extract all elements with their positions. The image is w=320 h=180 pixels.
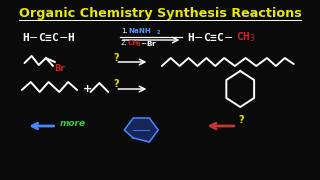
Text: 2: 2 <box>156 30 160 35</box>
Text: 1.: 1. <box>121 28 128 34</box>
Polygon shape <box>124 118 158 142</box>
Text: Organic Chemistry Synthesis Reactions: Organic Chemistry Synthesis Reactions <box>19 7 301 20</box>
Text: H$-$C≡C$-$H: H$-$C≡C$-$H <box>22 31 75 43</box>
Text: CH: CH <box>128 40 139 46</box>
Text: ?: ? <box>114 53 119 63</box>
Text: $-$Br: $-$Br <box>140 39 158 48</box>
Text: 2.: 2. <box>121 40 127 46</box>
Text: NaNH: NaNH <box>128 28 151 34</box>
Text: 3: 3 <box>137 42 140 47</box>
Text: ?: ? <box>114 79 119 89</box>
Text: ?: ? <box>238 115 244 125</box>
Text: +: + <box>83 84 92 94</box>
Text: H$-$C≡C$-$: H$-$C≡C$-$ <box>187 31 233 43</box>
Text: more: more <box>59 118 85 127</box>
Text: Br: Br <box>54 64 65 73</box>
Text: CH$_3$: CH$_3$ <box>236 30 256 44</box>
